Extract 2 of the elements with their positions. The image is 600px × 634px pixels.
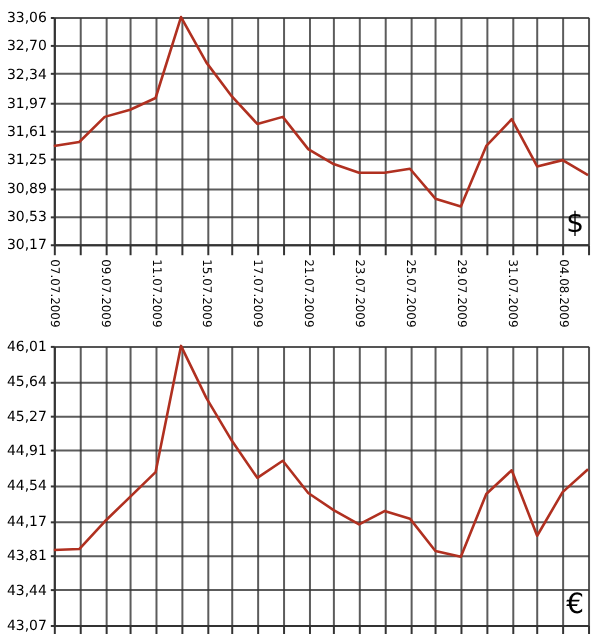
annotation: $: [566, 208, 584, 241]
annotation: €: [566, 589, 584, 622]
